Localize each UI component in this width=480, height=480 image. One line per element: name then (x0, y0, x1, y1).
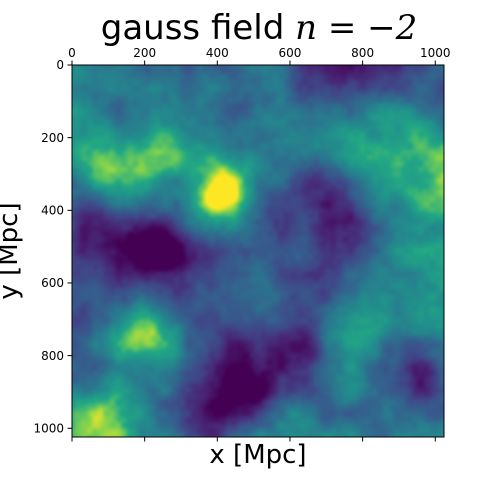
heatmap-image (72, 65, 444, 437)
y-tick-label: 200 (41, 131, 64, 145)
plot-area (71, 64, 445, 438)
x-tick-label: 600 (279, 46, 302, 60)
x-tick-label: 400 (206, 46, 229, 60)
y-tick-label: 0 (56, 58, 64, 72)
chart-title-math: n = −2 (295, 8, 417, 48)
y-axis-label: y [Mpc] (0, 202, 24, 299)
x-tick-label: 800 (351, 46, 374, 60)
x-axis-label: x [Mpc] (209, 440, 306, 470)
x-axis-top: 0 200 400 600 800 1000 (68, 46, 451, 65)
plot-frame (71, 64, 445, 438)
chart-title: gauss field n = −2 (101, 8, 418, 48)
y-axis: 0 200 400 600 800 1000 (33, 58, 72, 435)
y-tick-label: 800 (41, 349, 64, 363)
x-axis-bottom (71, 437, 436, 442)
x-tick-label: 200 (133, 46, 156, 60)
chart-title-prefix: gauss field (101, 8, 295, 48)
x-tick-label: 1000 (420, 46, 451, 60)
x-tick-label: 0 (68, 46, 76, 60)
y-tick-label: 600 (41, 276, 64, 290)
y-tick-label: 1000 (33, 421, 64, 435)
y-tick-label: 400 (41, 204, 64, 218)
